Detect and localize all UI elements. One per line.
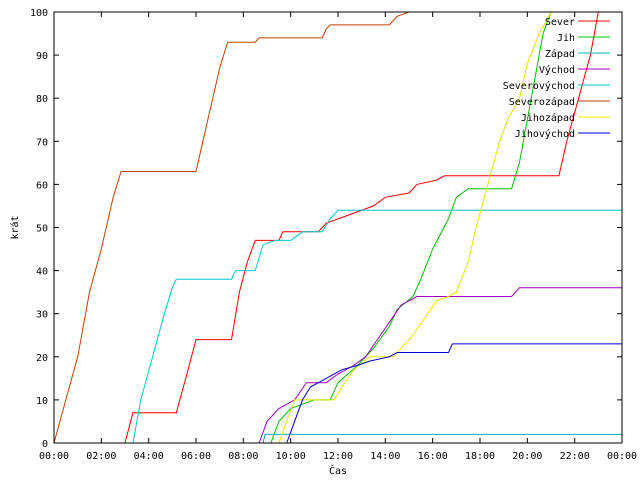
y-tick-label: 60 xyxy=(36,180,48,191)
legend: Sever Jih Západ Východ Severovýchod Severozáp… xyxy=(503,17,610,140)
legend-label: Sever xyxy=(545,17,575,28)
x-tick-label: 08:00 xyxy=(228,451,258,462)
x-tick-label: 14:00 xyxy=(370,451,400,462)
y-tick-label: 40 xyxy=(36,267,48,278)
series-line-4 xyxy=(132,209,622,444)
x-tick-label: 12:00 xyxy=(323,451,353,462)
y-tick-label: 80 xyxy=(36,94,48,105)
legend-label: Východ xyxy=(539,64,575,76)
x-axis-title: Čas xyxy=(329,464,347,477)
x-tick-label: 00:00 xyxy=(39,451,69,462)
series-line-0 xyxy=(124,11,599,444)
legend-label: Jih xyxy=(557,33,575,44)
legend-label: Jihozápad xyxy=(521,112,575,124)
y-tick-label: 70 xyxy=(36,137,48,148)
x-tick-label: 04:00 xyxy=(134,451,164,462)
x-tick-label: 06:00 xyxy=(181,451,211,462)
x-tick-label: 20:00 xyxy=(512,451,542,462)
legend-label: Severozápad xyxy=(509,96,575,108)
series-line-2 xyxy=(262,433,622,444)
y-tick-label: 50 xyxy=(36,224,48,235)
x-tick-label: 10:00 xyxy=(276,451,306,462)
x-tick-label: 02:00 xyxy=(86,451,116,462)
y-axis-title: krát xyxy=(9,215,21,239)
legend-label: Západ xyxy=(545,48,575,60)
y-axis: 0 10 20 30 40 50 60 70 80 90 100 xyxy=(30,8,622,450)
y-tick-label: 20 xyxy=(36,353,48,364)
legend-label: Severovýchod xyxy=(503,80,575,92)
y-tick-label: 100 xyxy=(30,8,48,19)
x-tick-label: 22:00 xyxy=(560,451,590,462)
x-tick-label: 16:00 xyxy=(418,451,448,462)
series-lines xyxy=(53,11,622,444)
series-line-6 xyxy=(278,11,552,444)
legend-label: Jihovýchod xyxy=(515,128,575,140)
y-tick-label: 10 xyxy=(36,396,48,407)
series-line-7 xyxy=(286,343,622,444)
y-tick-label: 30 xyxy=(36,310,48,321)
x-tick-label: 18:00 xyxy=(465,451,495,462)
y-tick-label: 0 xyxy=(42,439,48,450)
y-tick-label: 90 xyxy=(36,51,48,62)
series-line-5 xyxy=(53,11,410,444)
x-tick-label: 00:00 xyxy=(607,451,637,462)
x-axis: 00:00 02:00 04:00 06:00 08:00 10:00 12:00 14:00… xyxy=(39,12,637,462)
